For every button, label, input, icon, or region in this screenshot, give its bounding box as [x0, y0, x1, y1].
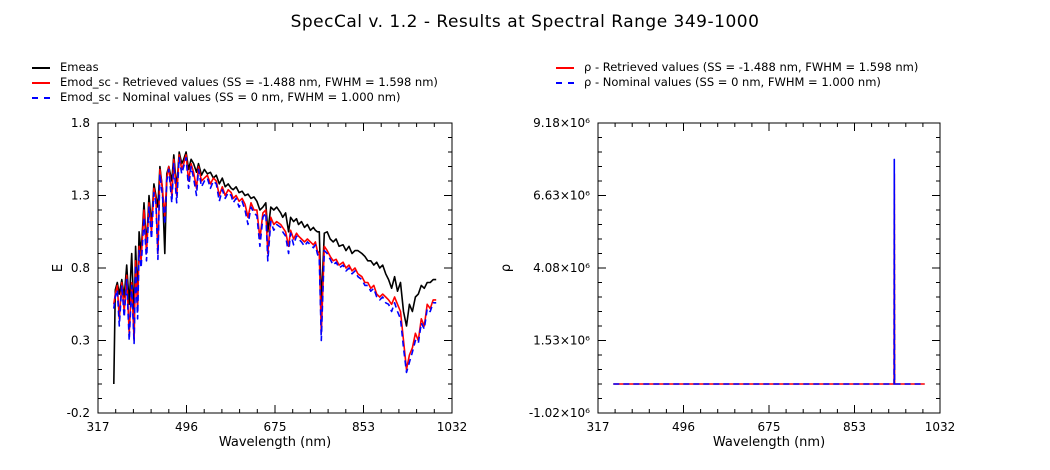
chart-title: SpecCal v. 1.2 - Results at Spectral Ran… [290, 12, 760, 32]
legend-right-entry: ρ - Nominal values (SS = 0 nm, FWHM = 1.… [556, 75, 918, 90]
x-tick-label: 317 [587, 420, 610, 434]
legend-right-label: ρ - Retrieved values (SS = -1.488 nm, FW… [584, 60, 919, 74]
chart-1: 317 496 675 853 1032 -0.2 0.3 0.8 1.3 1.8 Waveleng… [51, 116, 467, 450]
legend-left-label: Emeas [60, 60, 99, 74]
legend-right: ρ - Retrieved values (SS = -1.488 nm, FW… [556, 60, 918, 90]
series-line-2 [613, 158, 925, 385]
legend-left-entry: Emod_sc - Retrieved values (SS = -1.488 … [32, 75, 438, 90]
x-tick-label: 317 [87, 420, 110, 434]
plot-frame [97, 122, 453, 414]
x-axis-title: Wavelength (nm) [713, 435, 825, 450]
legend-left-entry: Emeas [32, 60, 438, 75]
legend-left-swatch [32, 81, 50, 84]
series-line-1 [113, 151, 437, 385]
legend-left-label: Emod_sc - Nominal values (SS = 0 nm, FWH… [60, 90, 401, 104]
y-tick-label: 0.3 [71, 334, 90, 348]
x-tick-label: 496 [672, 420, 695, 434]
x-tick-label: 853 [352, 420, 375, 434]
y-tick-label: 0.8 [71, 261, 90, 275]
y-axis-title: ρ [499, 264, 514, 272]
x-tick-label: 1032 [437, 420, 468, 434]
y-tick-label: -0.2 [67, 406, 90, 420]
legend-left: Emeas Emod_sc - Retrieved values (SS = -1… [32, 60, 438, 105]
y-tick-label: 1.53×10⁶ [533, 334, 590, 348]
x-axis-title: Wavelength (nm) [219, 435, 331, 450]
y-tick-label: 1.8 [71, 116, 90, 130]
legend-left-label: Emod_sc - Retrieved values (SS = -1.488 … [60, 75, 438, 89]
legend-left-swatch [32, 96, 50, 99]
y-tick-label: -1.02×10⁶ [529, 406, 590, 420]
x-tick-label: 675 [264, 420, 287, 434]
y-tick-label: 6.63×10⁶ [533, 189, 590, 203]
legend-left-swatch [32, 66, 50, 69]
x-tick-label: 853 [843, 420, 866, 434]
y-axis-title: E [51, 264, 66, 272]
y-tick-label: 1.3 [71, 189, 90, 203]
legend-right-swatch [556, 81, 574, 84]
legend-right-entry: ρ - Retrieved values (SS = -1.488 nm, FW… [556, 60, 918, 75]
chart-2: 317 496 675 853 1032 -1.02×10⁶ 1.53×10⁶ 4.08×10… [499, 116, 955, 450]
series-line-2 [113, 154, 437, 371]
legend-right-label: ρ - Nominal values (SS = 0 nm, FWHM = 1.… [584, 75, 881, 89]
legend-left-entry: Emod_sc - Nominal values (SS = 0 nm, FWH… [32, 90, 438, 105]
y-tick-label: 4.08×10⁶ [533, 261, 590, 275]
series-line-3 [113, 157, 437, 374]
x-tick-label: 496 [175, 420, 198, 434]
y-tick-label: 9.18×10⁶ [533, 116, 590, 130]
x-tick-label: 675 [758, 420, 781, 434]
x-tick-label: 1032 [925, 420, 956, 434]
series-line-1 [613, 172, 925, 385]
legend-right-swatch [556, 66, 574, 69]
plot-frame [597, 122, 941, 414]
